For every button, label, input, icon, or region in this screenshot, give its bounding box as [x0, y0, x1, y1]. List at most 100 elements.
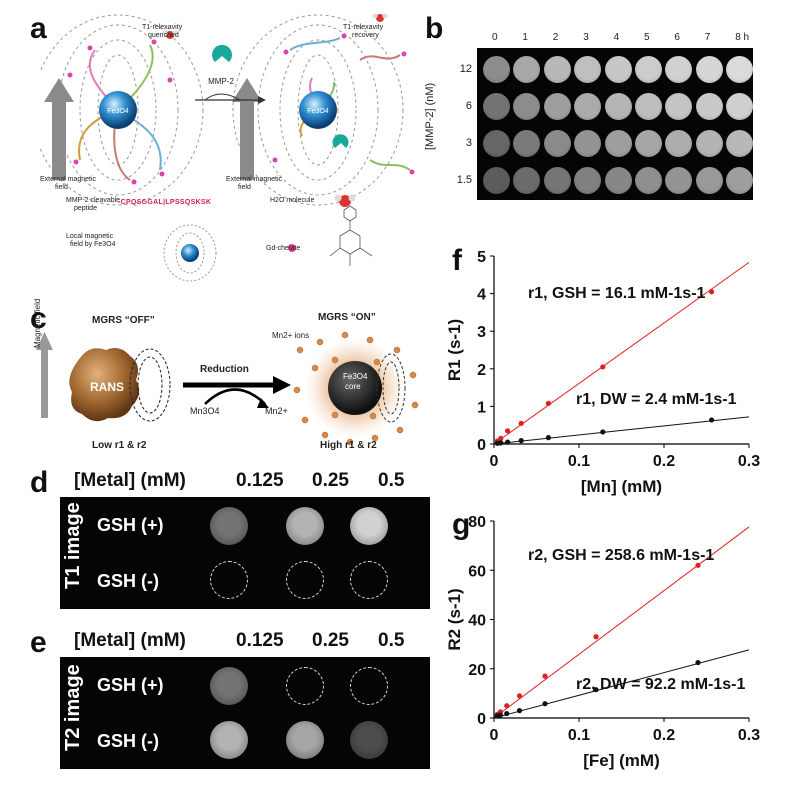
x-tick-label: 0.2 — [653, 453, 675, 470]
time-label: 2 — [552, 32, 559, 43]
t1-quenched-line2: quenched — [148, 32, 179, 39]
rans-particle-icon — [69, 348, 140, 422]
data-point — [600, 364, 606, 370]
mri-well — [695, 130, 723, 157]
annotation: r2, GSH = 258.6 mM-1s-1 — [528, 547, 714, 564]
panel-d-header: [Metal] (mM) — [74, 470, 186, 491]
data-point — [542, 701, 548, 707]
y-tick-label: 80 — [468, 514, 486, 531]
t1-quenched-line1: T1-relexavity — [142, 24, 183, 31]
phantom-well — [286, 507, 324, 545]
y-axis-label: R2 (s-1) — [446, 588, 464, 650]
panel-d-conc-1: 0.25 — [312, 470, 349, 491]
data-point — [498, 440, 504, 446]
phantom-well — [210, 721, 248, 759]
x-tick-label: 0.1 — [568, 727, 590, 744]
y-axis-label: R1 (s-1) — [446, 319, 464, 381]
field-left-line1: External magnetic — [40, 176, 97, 183]
phantom-well — [350, 667, 388, 705]
data-point — [504, 710, 510, 717]
core-left-label: Fe3O4 — [107, 108, 129, 115]
mri-well — [726, 167, 754, 194]
phantom-well — [350, 561, 388, 599]
panel-c-schematic — [36, 331, 419, 446]
mri-well — [483, 130, 510, 157]
mri-well — [483, 56, 510, 83]
mri-well — [695, 56, 723, 83]
mri-well — [574, 93, 602, 120]
data-point — [505, 428, 511, 434]
data-point — [504, 703, 510, 709]
peptide-sequence: -CPQSGGAL|LPSSQSKSK — [118, 199, 212, 206]
phantom-well — [210, 507, 248, 545]
mn-ion-dots — [293, 331, 419, 446]
mri-well — [635, 167, 662, 194]
reduction-label: Reduction — [200, 364, 249, 375]
panel-d-conc-2: 0.5 — [378, 470, 405, 491]
legend-gd: Gd-chelate — [266, 245, 301, 252]
panel-b-ylabel: [MMP-2] (nM) — [424, 82, 436, 150]
panel-label-f: f — [452, 244, 462, 277]
t2-image-label: T2 image — [62, 664, 84, 751]
mri-well — [604, 93, 632, 120]
chart-g-r2-vs-fe: 0 20 40 60 80 0 0.1 0.2 0.3 [Fe] (mM) R2 (s-1) r2, … — [446, 514, 760, 770]
field-right-line1: External magnetic — [226, 176, 283, 183]
data-point — [545, 400, 551, 406]
legend-local-line1: Local magnetic — [66, 233, 114, 240]
data-point — [518, 438, 524, 444]
time-label: 4 — [613, 32, 620, 43]
phantom-well — [350, 721, 388, 759]
phantom-well — [286, 667, 324, 705]
panel-a-schematic: Fe3O4 Fe3O4 MMP-2 — [40, 13, 415, 282]
mri-well — [543, 130, 571, 157]
mmp2-concentration-labels: 12 6 3 1.5 — [440, 48, 474, 200]
fe3o4-core-left — [99, 91, 137, 129]
t1-recovery-line1: T1-relexavity — [343, 24, 384, 31]
y-tick-label: 2 — [477, 362, 486, 379]
panel-label-c: c — [30, 302, 47, 335]
y-tick-label: 60 — [468, 563, 486, 580]
panel-d-conc-0: 0.125 — [236, 470, 284, 491]
legend-local-line2: field by Fe3O4 — [70, 241, 116, 248]
panel-label-g: g — [452, 508, 471, 541]
time-label: 6 — [674, 32, 680, 43]
phantom-well — [286, 561, 324, 599]
y-tick-label: 40 — [468, 613, 486, 630]
mri-well — [483, 93, 510, 120]
mri-well — [574, 167, 602, 194]
x-axis-label: [Fe] (mM) — [583, 751, 659, 770]
panel-label-b: b — [425, 12, 444, 45]
mri-well — [574, 130, 602, 157]
concentration-row-label: 6 — [465, 100, 472, 112]
mri-well — [604, 56, 632, 83]
mri-well — [635, 130, 662, 157]
panel-e-header: [Metal] (mM) — [74, 630, 186, 651]
t1-recovery-line2: recovery — [352, 32, 379, 39]
mmp2-enzyme-icon — [212, 44, 232, 62]
field-right-line2: field — [238, 184, 251, 191]
mri-well — [543, 167, 571, 194]
on-core-label-line1: Fe3O4 — [343, 372, 368, 381]
fit-line — [493, 261, 750, 445]
mri-well — [513, 56, 541, 83]
phantom-well — [350, 507, 388, 545]
x-tick-label: 0.2 — [653, 727, 675, 744]
panel-label-d: d — [30, 466, 49, 499]
rans-label: RANS — [90, 380, 125, 394]
concentration-row-label: 1.5 — [456, 174, 472, 186]
y-tick-label: 4 — [477, 287, 486, 304]
y-tick-label: 0 — [477, 711, 486, 728]
panel-label-e: e — [30, 626, 47, 659]
panel-label-a: a — [30, 12, 47, 45]
time-label: 3 — [583, 32, 589, 43]
y-tick-label: 3 — [477, 324, 486, 341]
t1-gsh-minus-label: GSH (-) — [97, 571, 159, 591]
fit-line — [493, 526, 750, 719]
concentration-row-label: 12 — [459, 63, 472, 75]
fe3o4-core-icon — [328, 361, 382, 415]
mri-well — [665, 130, 693, 157]
core-right-label: Fe3O4 — [307, 108, 329, 115]
data-point — [498, 435, 504, 441]
data-point — [695, 659, 701, 666]
annotation: r2, DW = 92.2 mM-1s-1 — [576, 676, 746, 693]
